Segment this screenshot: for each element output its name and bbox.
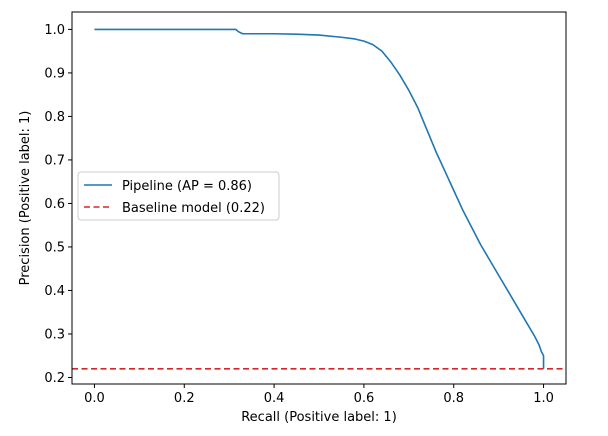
y-tick-label: 0.9 (44, 66, 65, 81)
y-tick-label: 0.4 (44, 284, 65, 299)
plot-lines (72, 28, 566, 370)
legend: Pipeline (AP = 0.86) Baseline model (0.22… (77, 171, 280, 221)
x-tick-label: 1.0 (533, 391, 554, 406)
y-tick-label: 0.7 (44, 153, 65, 168)
y-tick-label: 0.2 (44, 371, 65, 386)
x-axis-label: Recall (Positive label: 1) (241, 410, 397, 425)
y-tick-label: 0.8 (44, 110, 65, 125)
x-tick-label: 0.6 (354, 391, 375, 406)
legend-label-1: Baseline model (0.22) (122, 201, 265, 216)
x-axis-ticks: 0.0 0.2 0.4 0.6 0.8 1.0 (84, 384, 554, 406)
y-tick-label: 0.6 (44, 197, 65, 212)
y-tick-label: 0.5 (44, 240, 65, 255)
x-tick-label: 0.2 (174, 391, 195, 406)
series-line-0 (94, 28, 545, 369)
plot-frame (71, 11, 567, 385)
legend-label-0: Pipeline (AP = 0.86) (122, 179, 252, 194)
x-tick-label: 0.4 (264, 391, 285, 406)
x-tick-label: 0.8 (443, 391, 464, 406)
y-tick-label: 0.3 (44, 327, 65, 342)
legend-box (77, 171, 280, 221)
y-axis-label: Precision (Positive label: 1) (18, 111, 33, 286)
x-tick-label: 0.0 (84, 391, 105, 406)
y-axis-ticks: 0.2 0.3 0.4 0.5 0.6 0.7 0.8 0.9 1.0 (44, 23, 72, 386)
y-tick-label: 1.0 (44, 23, 65, 38)
